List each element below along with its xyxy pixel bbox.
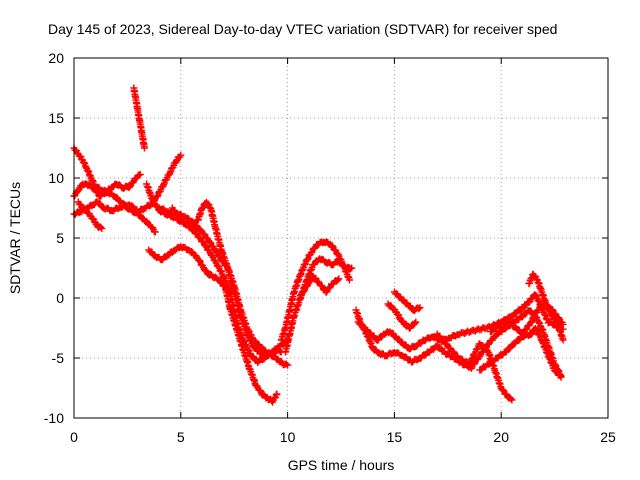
series-arc-5 [130, 84, 148, 152]
y-tick-label: 15 [48, 110, 64, 126]
x-tick-label: 25 [600, 429, 616, 445]
x-tick-label: 15 [387, 429, 403, 445]
chart-title: Day 145 of 2023, Sidereal Day-to-day VTE… [48, 21, 557, 37]
y-tick-label: 0 [56, 290, 64, 306]
y-tick-label: -10 [44, 410, 64, 426]
series-arc-9 [168, 198, 292, 360]
x-tick-label: 5 [177, 429, 185, 445]
y-tick-label: 20 [48, 50, 64, 66]
series-arc-15 [384, 300, 420, 332]
x-axis-label: GPS time / hours [288, 457, 395, 473]
x-tick-label: 0 [70, 429, 78, 445]
series-arc-16 [390, 288, 424, 314]
y-tick-label: 10 [48, 170, 64, 186]
series-arc-13 [352, 306, 565, 380]
y-tick-label: -5 [52, 350, 65, 366]
axis-ticks [73, 57, 609, 419]
series-arc-8 [145, 243, 281, 406]
y-axis-label: SDTVAR / TECUs [7, 182, 23, 294]
y-tick-labels: -10 -5 0 5 10 15 20 [44, 50, 64, 426]
gridlines [74, 58, 608, 418]
y-tick-label: 5 [56, 230, 64, 246]
x-tick-label: 20 [493, 429, 509, 445]
series-arc-14 [354, 291, 567, 353]
series-arc-4 [74, 198, 106, 232]
data-series [70, 84, 567, 406]
series-arc-20 [525, 270, 567, 344]
x-tick-labels: 0 5 10 15 20 25 [70, 429, 616, 445]
series-arc-12 [296, 273, 343, 300]
x-tick-label: 10 [280, 429, 296, 445]
